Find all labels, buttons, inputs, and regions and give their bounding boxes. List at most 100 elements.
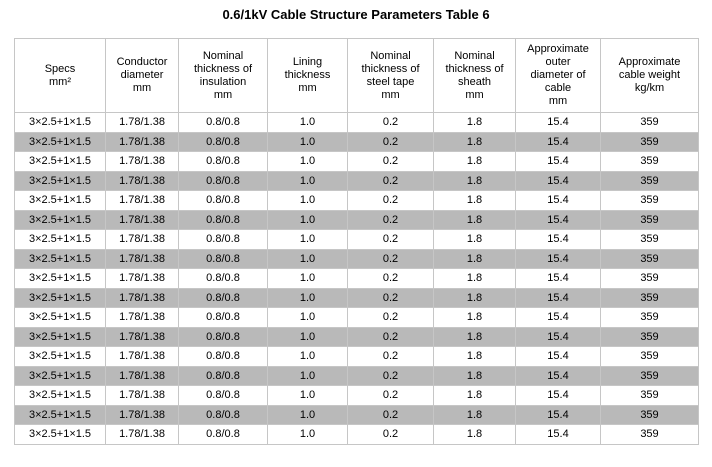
table-cell: 15.4 [515,365,601,386]
table-row: 3×2.5+1×1.5 1.78/1.38 0.8/0.8 1.0 0.2 1.8 15.4… [14,131,699,152]
table-cell: 359 [600,346,699,367]
table-cell: 3×2.5+1×1.5 [14,365,106,386]
table-cell: 15.4 [515,385,601,406]
table-cell: 1.8 [433,346,516,367]
table-cell: 1.0 [267,170,348,191]
table-cell: 3×2.5+1×1.5 [14,385,106,406]
table-row: 3×2.5+1×1.5 1.78/1.38 0.8/0.8 1.0 0.2 1.8 15.4… [14,346,699,367]
table-cell: 1.78/1.38 [105,346,179,367]
table-row: 3×2.5+1×1.5 1.78/1.38 0.8/0.8 1.0 0.2 1.8 15.4… [14,112,699,133]
table-cell: 0.8/0.8 [178,326,268,347]
table-cell: 15.4 [515,229,601,250]
table-cell: 1.0 [267,346,348,367]
header-specs: Specs mm² [14,38,106,113]
table-row: 3×2.5+1×1.5 1.78/1.38 0.8/0.8 1.0 0.2 1.8 15.4… [14,307,699,328]
table-cell: 0.2 [347,151,434,172]
header-insulation-thickness: Nominal thickness of insulation mm [178,38,268,113]
table-row: 3×2.5+1×1.5 1.78/1.38 0.8/0.8 1.0 0.2 1.8 15.4… [14,365,699,386]
table-cell: 1.78/1.38 [105,190,179,211]
table-cell: 1.0 [267,112,348,133]
table-cell: 1.0 [267,307,348,328]
table-cell: 0.2 [347,346,434,367]
table-cell: 359 [600,170,699,191]
table-cell: 1.8 [433,326,516,347]
table-cell: 359 [600,112,699,133]
table-cell: 1.78/1.38 [105,365,179,386]
table-cell: 359 [600,365,699,386]
table-cell: 15.4 [515,131,601,152]
table-cell: 3×2.5+1×1.5 [14,404,106,425]
table-cell: 3×2.5+1×1.5 [14,190,106,211]
table-cell: 3×2.5+1×1.5 [14,424,106,445]
header-lining-thickness: Lining thickness mm [267,38,348,113]
table-cell: 0.8/0.8 [178,170,268,191]
table-cell: 0.2 [347,268,434,289]
table-cell: 1.0 [267,326,348,347]
table-cell: 1.8 [433,131,516,152]
table-cell: 3×2.5+1×1.5 [14,307,106,328]
table-cell: 1.0 [267,131,348,152]
table-cell: 0.2 [347,190,434,211]
table-cell: 0.8/0.8 [178,248,268,269]
table-cell: 1.8 [433,229,516,250]
table-cell: 15.4 [515,248,601,269]
table-cell: 1.8 [433,151,516,172]
table-cell: 15.4 [515,287,601,308]
table-row: 3×2.5+1×1.5 1.78/1.38 0.8/0.8 1.0 0.2 1.8 15.4… [14,190,699,211]
table-cell: 1.8 [433,404,516,425]
table-cell: 1.78/1.38 [105,326,179,347]
table-cell: 0.2 [347,112,434,133]
table-cell: 1.0 [267,287,348,308]
table-cell: 359 [600,268,699,289]
table-cell: 1.8 [433,365,516,386]
table-header: Specs mm² Conductor diameter mm Nominal … [14,38,699,113]
table-cell: 359 [600,287,699,308]
table-cell: 359 [600,248,699,269]
header-outer-diameter: Approximate outer diameter of cable mm [515,38,601,113]
header-row: Specs mm² Conductor diameter mm Nominal … [14,38,699,113]
table-cell: 1.0 [267,424,348,445]
table-cell: 359 [600,326,699,347]
table-cell: 359 [600,404,699,425]
table-cell: 1.0 [267,365,348,386]
table-cell: 15.4 [515,404,601,425]
table-row: 3×2.5+1×1.5 1.78/1.38 0.8/0.8 1.0 0.2 1.8 15.4… [14,248,699,269]
table-cell: 359 [600,307,699,328]
table-cell: 1.78/1.38 [105,151,179,172]
table-cell: 15.4 [515,424,601,445]
table-row: 3×2.5+1×1.5 1.78/1.38 0.8/0.8 1.0 0.2 1.8 15.4… [14,151,699,172]
table-cell: 15.4 [515,307,601,328]
table-cell: 1.8 [433,268,516,289]
table-cell: 15.4 [515,268,601,289]
table-cell: 3×2.5+1×1.5 [14,170,106,191]
table-cell: 1.8 [433,424,516,445]
table-cell: 15.4 [515,190,601,211]
table-cell: 0.8/0.8 [178,268,268,289]
table-cell: 3×2.5+1×1.5 [14,326,106,347]
table-cell: 1.0 [267,151,348,172]
table-cell: 15.4 [515,151,601,172]
table-cell: 15.4 [515,326,601,347]
table-cell: 1.78/1.38 [105,307,179,328]
table-cell: 3×2.5+1×1.5 [14,346,106,367]
table-cell: 1.78/1.38 [105,131,179,152]
table-row: 3×2.5+1×1.5 1.78/1.38 0.8/0.8 1.0 0.2 1.8 15.4… [14,326,699,347]
table-cell: 0.2 [347,307,434,328]
table-cell: 1.78/1.38 [105,287,179,308]
table-cell: 15.4 [515,209,601,230]
table-cell: 1.8 [433,385,516,406]
table-cell: 0.2 [347,229,434,250]
table-cell: 0.2 [347,287,434,308]
table-row: 3×2.5+1×1.5 1.78/1.38 0.8/0.8 1.0 0.2 1.8 15.4… [14,209,699,230]
table-cell: 1.8 [433,170,516,191]
table-cell: 1.0 [267,268,348,289]
table-cell: 1.8 [433,112,516,133]
table-cell: 1.0 [267,404,348,425]
table-cell: 1.0 [267,248,348,269]
table-cell: 1.78/1.38 [105,209,179,230]
table-cell: 0.2 [347,404,434,425]
table-cell: 0.8/0.8 [178,307,268,328]
table-cell: 3×2.5+1×1.5 [14,131,106,152]
table-cell: 1.0 [267,385,348,406]
table-cell: 0.8/0.8 [178,229,268,250]
